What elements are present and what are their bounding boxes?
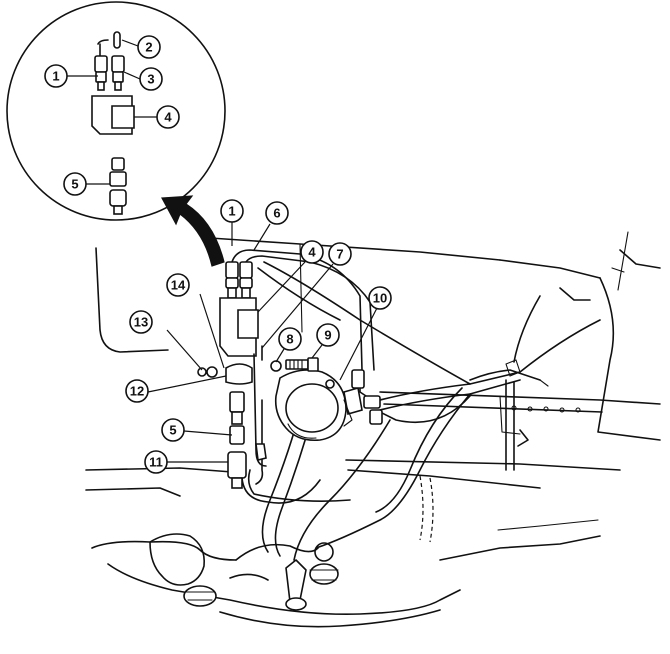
callout-7-main: 7 (328, 242, 352, 266)
fitting-stack-main (197, 261, 267, 489)
callout-label: 7 (336, 247, 343, 262)
leader-lines (67, 39, 378, 463)
detail-arrow (161, 195, 225, 267)
callout-label: 13 (134, 315, 148, 330)
callout-label: 12 (130, 384, 144, 399)
callout-label: 4 (164, 110, 172, 125)
callout-5-detail: 5 (63, 172, 87, 196)
callout-label: 1 (52, 69, 59, 84)
callout-9-main: 9 (316, 323, 340, 347)
callout-label: 2 (145, 40, 152, 55)
detail-parts (91, 31, 135, 215)
callout-10-main: 10 (368, 286, 392, 310)
tank-assembly (91, 533, 461, 628)
callout-1-main: 1 (220, 199, 244, 223)
callout-4-detail: 4 (156, 105, 180, 129)
callout-label: 14 (171, 278, 186, 293)
callout-11-main: 11 (144, 450, 168, 474)
callouts: 1 2 3 4 5 1 6 4 (44, 35, 392, 474)
callout-13-main: 13 (129, 310, 153, 334)
hose-lines (231, 249, 601, 561)
callout-label: 3 (147, 72, 154, 87)
callout-3-detail: 3 (139, 67, 163, 91)
callout-label: 10 (373, 291, 387, 306)
vehicle-body-structure (85, 231, 661, 561)
callout-6-main: 6 (265, 201, 289, 225)
callout-8-main: 8 (278, 327, 302, 351)
callout-label: 1 (228, 204, 235, 219)
callout-label: 6 (273, 206, 280, 221)
callout-14-main: 14 (166, 273, 190, 297)
callout-1-detail: 1 (44, 64, 68, 88)
callout-label: 5 (169, 423, 176, 438)
callout-5-main: 5 (161, 418, 185, 442)
callout-label: 4 (308, 245, 316, 260)
callout-2-detail: 2 (137, 35, 161, 59)
callout-label: 5 (71, 177, 78, 192)
detail-circle (6, 1, 226, 221)
callout-label: 8 (286, 332, 293, 347)
callout-label: 9 (324, 328, 331, 343)
callout-12-main: 12 (125, 379, 149, 403)
detail-view (6, 1, 226, 267)
filter-housing (270, 357, 383, 442)
callout-label: 11 (149, 455, 163, 470)
callout-4-main: 4 (300, 240, 324, 264)
